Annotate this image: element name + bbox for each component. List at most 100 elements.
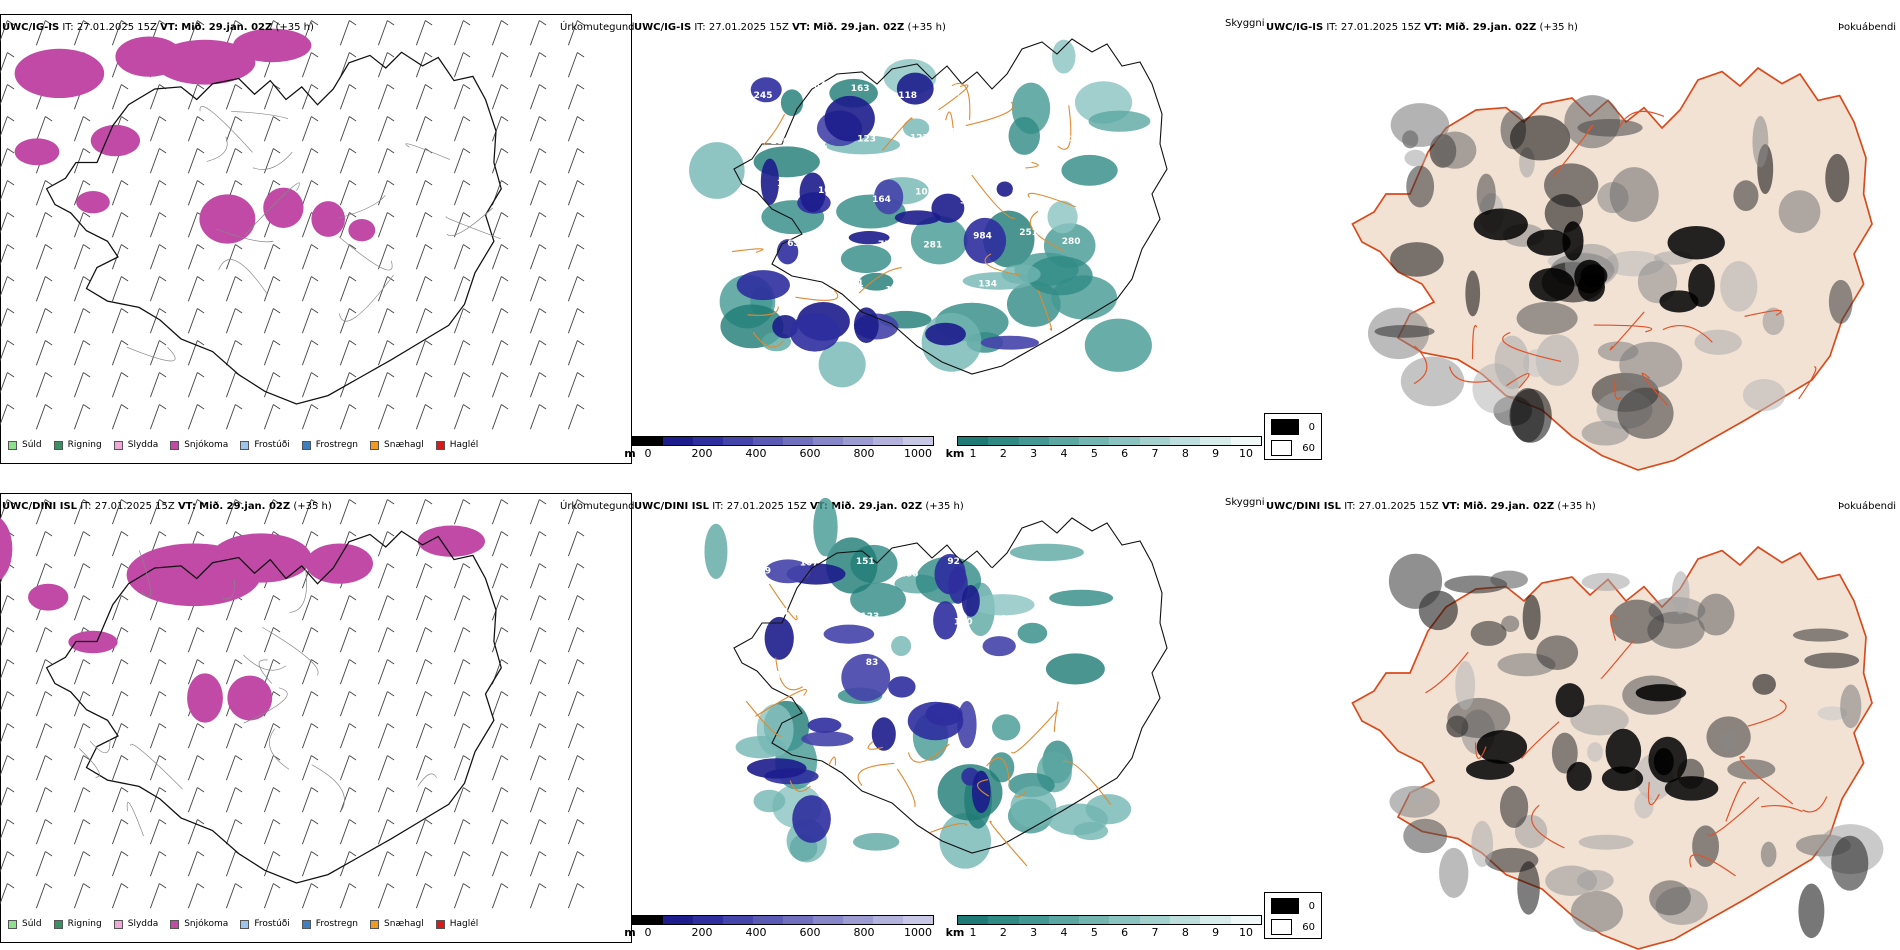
visibility-colorbar-row1: km 1 2 3 4 5 6 7 8 9 10 xyxy=(946,436,1262,460)
colorbar-tick: 2 xyxy=(999,926,1007,939)
ceiling-label: 107 xyxy=(800,558,819,568)
colorbar-cell xyxy=(1018,916,1049,924)
fog-panel-row1 xyxy=(1266,14,1900,471)
legend-label: Súld xyxy=(22,440,42,450)
colorbar-cell xyxy=(873,916,903,924)
ceiling-label: 65 xyxy=(787,239,800,249)
colorbar-unit: km xyxy=(945,447,965,460)
fog-legend-item: 60 xyxy=(1271,919,1315,935)
colorbar-tick: 4 xyxy=(1060,447,1068,460)
colorbar-cell xyxy=(958,437,989,445)
colorbar-tick: 9 xyxy=(1212,926,1220,939)
vt-label: VT: xyxy=(1424,22,1443,33)
colorbar-tick: 4 xyxy=(1060,926,1068,939)
model-name: UWC/DINI ISL xyxy=(634,501,710,512)
colorbar-cell xyxy=(843,437,873,445)
legend-swatch xyxy=(8,440,17,450)
it-value: 27.01.2025 15Z xyxy=(1340,22,1421,33)
model-name: UWC/IG-IS xyxy=(634,22,692,33)
ceiling-label: 107 xyxy=(818,186,837,196)
ceiling-label: 139 xyxy=(1041,566,1060,576)
colorbar-cell xyxy=(843,916,873,924)
colorbar-cell xyxy=(1230,437,1261,445)
colorbar-tick: 9 xyxy=(1212,447,1220,460)
colorbar-tick: 200 xyxy=(691,447,713,460)
it-value: 27.01.2025 15Z xyxy=(708,22,789,33)
ceiling-label: 105 xyxy=(915,187,934,197)
ceiling-label: 186 xyxy=(770,137,789,147)
fog-legend-swatch xyxy=(1271,419,1299,435)
precip-type-panel-row2 xyxy=(0,493,632,943)
colorbar-tick: 5 xyxy=(1090,447,1098,460)
precip-legend-row1: Súld Rigning Slydda Snjókoma Frostúði Frostre… xyxy=(8,440,490,450)
precip-legend-row2: Súld Rigning Slydda Snjókoma Frostúði Frostre… xyxy=(8,919,490,929)
colorbar-cell xyxy=(903,916,933,924)
colorbar-cell xyxy=(723,437,753,445)
colorbar-cell xyxy=(1048,437,1080,445)
ceiling-label: 79 xyxy=(812,612,825,622)
ceiling-label: 164 xyxy=(872,195,891,205)
legend-label: Frostregn xyxy=(315,919,359,929)
precip-legend-item: Rigning xyxy=(53,440,102,450)
colorbar-cell xyxy=(723,916,753,924)
legend-label: Frostúði xyxy=(254,919,290,929)
visibility-map-row1: 245 184 163 118 111 65 150 186 121 123 122 115 90 272… xyxy=(689,38,1168,388)
colorbar-cell xyxy=(693,916,723,924)
colorbar-unit: m xyxy=(624,926,636,939)
fog-legend-swatch xyxy=(1271,898,1299,914)
ceiling-label: 245 xyxy=(754,91,773,101)
lead-time: (+35 h) xyxy=(275,22,314,33)
model-name: UWC/IG-IS xyxy=(1266,22,1324,33)
ceiling-label: 65 xyxy=(995,86,1008,96)
legend-label: Rigning xyxy=(67,440,102,450)
precip-legend-item: Frostregn xyxy=(301,919,359,929)
colorbar-cell xyxy=(1200,916,1231,924)
fog-legend-row1: 0 60 xyxy=(1264,413,1322,460)
model-name: UWC/DINI ISL xyxy=(1266,501,1342,512)
ceiling-label: 200 xyxy=(792,283,811,293)
precip-legend-item: Rigning xyxy=(53,919,102,929)
colorbar-tick: 3 xyxy=(1030,447,1038,460)
colorbar-tick: 10 xyxy=(1239,447,1253,460)
legend-swatch xyxy=(301,440,311,450)
it-label: IT: xyxy=(1326,22,1338,33)
ceiling-label: 111 xyxy=(941,89,960,99)
panel-header-row1-vis: UWC/IG-IS IT: 27.01.2025 15Z VT: Mið. 29… xyxy=(634,22,946,34)
legend-label: Snæhagl xyxy=(384,440,424,450)
precip-legend-item: Haglél xyxy=(435,440,478,450)
fog-legend-item: 60 xyxy=(1271,440,1315,456)
vt-label: VT: xyxy=(160,22,179,33)
visibility-panel-row1: 245 184 163 118 111 65 150 186 121 123 122 115 90 272… xyxy=(632,14,1264,464)
precip-legend-item: Snæhagl xyxy=(370,919,424,929)
colorbar-cell xyxy=(813,916,843,924)
ceiling-colorbar-row1: m 0 200 400 600 800 1000 xyxy=(624,436,934,460)
vt-value: Mið. 29.jan. 02Z xyxy=(199,501,291,512)
colorbar-cell xyxy=(958,916,989,924)
ceiling-label: 184 xyxy=(808,81,827,91)
colorbar-cell xyxy=(783,437,813,445)
it-value: 27.01.2025 15Z xyxy=(726,501,807,512)
ceiling-label: 166 xyxy=(1001,614,1020,624)
ceiling-label: 92 xyxy=(947,557,960,567)
precip-title-row1: Úrkomutegund xyxy=(560,22,635,33)
precip-title-row2: Úrkomutegund xyxy=(560,501,635,512)
ceiling-label: 151 xyxy=(856,557,875,567)
legend-swatch xyxy=(53,440,63,450)
colorbar-cell xyxy=(753,916,783,924)
colorbar-cell xyxy=(1200,437,1231,445)
ceiling-label: 75 xyxy=(878,240,891,250)
colorbar-tick: 1 xyxy=(969,926,977,939)
ceiling-label: 163 xyxy=(851,84,870,94)
ceiling-label: 280 xyxy=(1062,237,1081,247)
colorbar-tick: 8 xyxy=(1181,447,1189,460)
it-label: IT: xyxy=(80,501,92,512)
precip-legend-item: Frostúði xyxy=(240,440,290,450)
ceiling-label: 251 xyxy=(1019,228,1038,238)
panel-header-row1: UWC/IG-IS IT: 27.01.2025 15Z VT: Mið. 29… xyxy=(2,22,314,34)
model-name: UWC/DINI ISL xyxy=(2,501,78,512)
ceiling-label: 100 xyxy=(1011,184,1030,194)
lead-time: (+35 h) xyxy=(1539,22,1578,33)
colorbar-tick: 7 xyxy=(1151,926,1159,939)
ceiling-label: 127 xyxy=(777,179,796,189)
colorbar-cell xyxy=(1079,916,1110,924)
